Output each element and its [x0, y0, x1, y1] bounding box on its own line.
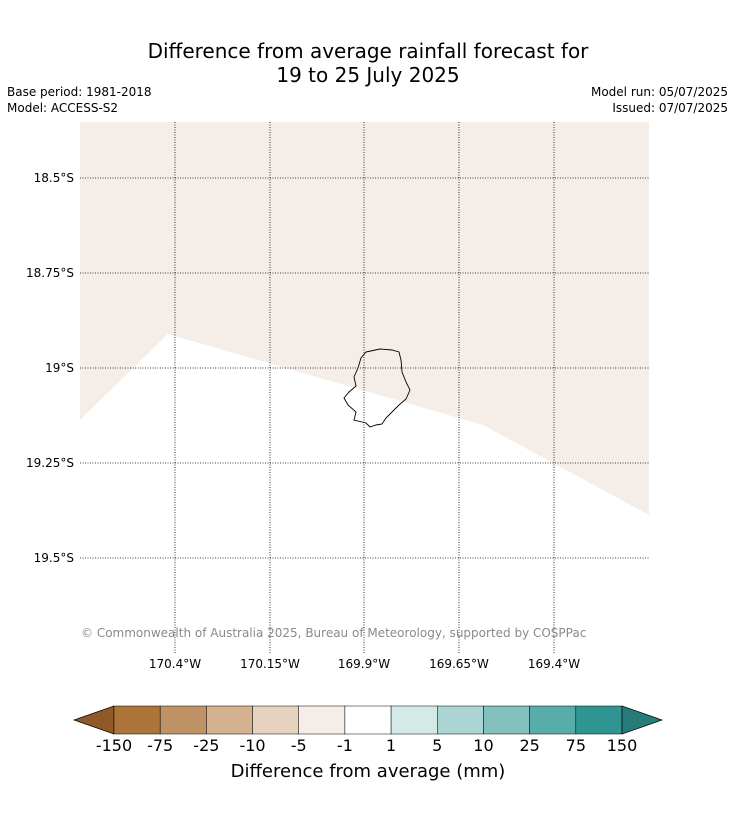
colorbar-tick-label: 5 [432, 736, 443, 755]
rainfall-anomaly-region [80, 122, 649, 515]
colorbar-swatch [113, 705, 161, 735]
colorbar-swatch [575, 705, 623, 735]
lat-label: 18.75°S [26, 266, 74, 280]
colorbar-swatch [437, 705, 484, 735]
colorbar-swatch [483, 705, 530, 735]
colorbar-tick-label: -5 [290, 736, 307, 755]
colorbar-swatch [344, 705, 392, 735]
colorbar-label: Difference from average (mm) [230, 761, 506, 782]
colorbar-tick-label: 25 [519, 736, 540, 755]
chart-title-line1: Difference from average rainfall forecas… [147, 39, 589, 63]
lon-label: 169.9°W [337, 657, 391, 671]
lat-label: 19.5°S [33, 551, 74, 565]
colorbar-swatch [252, 705, 299, 735]
copyright-credit: © Commonwealth of Australia 2025, Bureau… [81, 626, 587, 640]
lon-label: 170.4°W [148, 657, 202, 671]
colorbar-tick-label: -10 [239, 736, 266, 755]
colorbar-swatch [159, 705, 207, 735]
island-outline [343, 348, 411, 428]
model-text: Model: ACCESS-S2 [7, 101, 119, 115]
lat-label: 19°S [45, 361, 74, 375]
lat-label: 18.5°S [33, 171, 74, 185]
colorbar-swatch [529, 705, 577, 735]
colorbar-swatch [390, 705, 438, 735]
lat-label: 19.25°S [26, 456, 74, 470]
colorbar-tick-label: 1 [385, 736, 397, 755]
colorbar-tick-label: -25 [193, 736, 220, 755]
chart-title-line2: 19 to 25 July 2025 [276, 63, 460, 87]
lon-label: 169.4°W [527, 657, 581, 671]
issued-text: Issued: 07/07/2025 [612, 101, 728, 115]
lon-label: 169.65°W [429, 657, 489, 671]
colorbar-tick-label: -150 [95, 736, 133, 755]
colorbar-extend-high [621, 705, 664, 735]
lon-label: 170.15°W [240, 657, 300, 671]
colorbar-tick-label: -75 [147, 736, 174, 755]
colorbar-tick-label: 75 [565, 736, 586, 755]
colorbar-tick-label: 150 [606, 736, 638, 755]
colorbar-extend-low [72, 705, 115, 735]
base-period-text: Base period: 1981-2018 [7, 85, 152, 99]
colorbar-tick-label: 10 [473, 736, 494, 755]
colorbar-tick-label: -1 [336, 736, 353, 755]
model-run-text: Model run: 05/07/2025 [590, 85, 728, 99]
colorbar-swatch [206, 705, 253, 735]
colorbar-swatch [298, 705, 346, 735]
